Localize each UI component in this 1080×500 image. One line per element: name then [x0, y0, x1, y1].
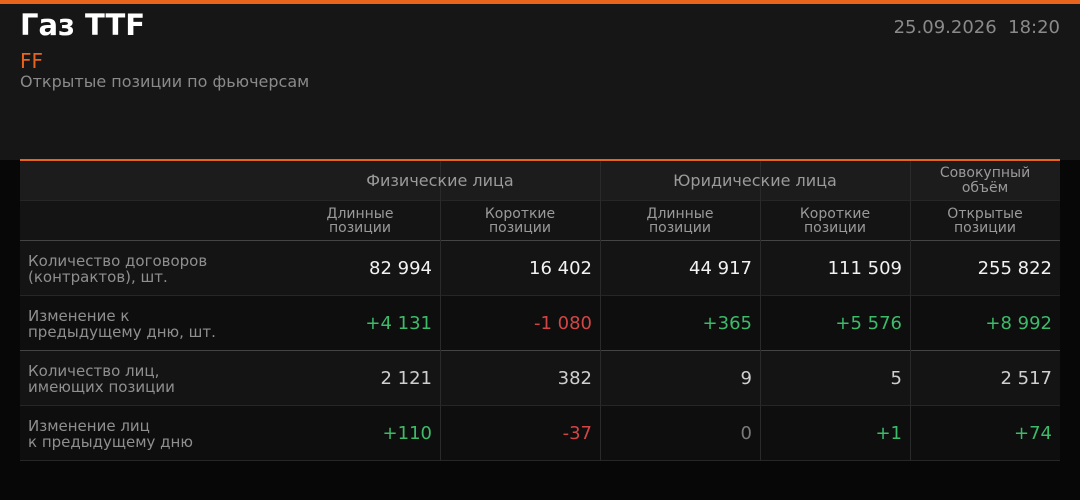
row-background [20, 201, 1060, 241]
table-cell: +74 [1014, 423, 1052, 444]
row-label-line: (контрактов), шт. [28, 267, 168, 286]
row-label-line: Количество договоров [28, 251, 208, 270]
table-cell: -37 [562, 423, 592, 444]
column-header-line: позиции [649, 220, 711, 236]
table-cell: 44 917 [689, 258, 752, 279]
column-header-line: позиции [954, 220, 1016, 236]
row-label-line: Изменение к [28, 306, 130, 325]
title: Газ TTF [20, 8, 146, 42]
table-cell: 2 517 [1000, 368, 1052, 389]
row-label: Количество лиц, имеющих позиции [20, 351, 280, 406]
column-header-line: Открытые [947, 206, 1023, 222]
row-label: Изменение лиц к предыдущему дню [20, 406, 280, 461]
table-cell: 16 402 [529, 258, 592, 279]
table-cell: +365 [702, 313, 752, 334]
column-header: Длинные позиции [280, 201, 440, 241]
table-cell: 82 994 [369, 258, 432, 279]
column-divider [910, 161, 911, 461]
row-label-line: Изменение лиц [28, 416, 150, 435]
row-label: Изменение к предыдущему дню, шт. [20, 296, 280, 351]
table-cell: 2 121 [380, 368, 432, 389]
group-header-line: Физические лица [366, 171, 514, 190]
row-background [20, 406, 1060, 461]
group-header: Юридические лица [600, 161, 910, 201]
table-cell: +1 [875, 423, 902, 444]
table-cell: -1 080 [533, 313, 592, 334]
table-cell: 111 509 [827, 258, 902, 279]
table-cell: 382 [557, 368, 592, 389]
row-background [20, 161, 1060, 201]
table-cell: +8 992 [985, 313, 1052, 334]
datetime: 25.09.2026 18:20 [893, 17, 1060, 38]
table-cell: +4 131 [365, 313, 432, 334]
group-header: Физические лица [280, 161, 600, 201]
column-header-line: Короткие [799, 206, 871, 222]
group-header-line: объём [961, 180, 1009, 196]
column-header: Короткие позиции [760, 201, 910, 241]
row-background [20, 241, 1060, 296]
column-divider [600, 161, 601, 461]
column-header-line: позиции [804, 220, 866, 236]
column-header-line: Длинные [646, 206, 714, 222]
group-header-line: Совокупный [939, 165, 1031, 181]
column-header-line: Длинные [326, 206, 394, 222]
row-label-line: предыдущему дню, шт. [28, 322, 216, 341]
column-header-line: позиции [489, 220, 551, 236]
ticker-code: FF [20, 49, 44, 73]
row-label-line: Количество лиц, [28, 361, 160, 380]
group-header-line: Юридические лица [673, 171, 837, 190]
row-label-line: имеющих позиции [28, 377, 175, 396]
row-label-line: к предыдущему дню [28, 432, 193, 451]
table-cell: +5 576 [835, 313, 902, 334]
subtitle: Открытые позиции по фьючерсам [20, 72, 310, 91]
table-cell: 9 [740, 368, 752, 389]
row-background [20, 351, 1060, 406]
positions-table: Физические лица Юридические лица Совокупны… [20, 159, 1060, 461]
row-background [20, 296, 1060, 351]
column-divider [440, 161, 441, 461]
table-cell: 255 822 [977, 258, 1052, 279]
column-header-line: Короткие [484, 206, 556, 222]
table-cell: +110 [382, 423, 432, 444]
column-header: Открытые позиции [910, 201, 1060, 241]
header-panel [0, 0, 1080, 160]
table-cell: 0 [740, 423, 752, 444]
row-label: Количество договоров (контрактов), шт. [20, 241, 280, 296]
column-header: Короткие позиции [440, 201, 600, 241]
group-header: Совокупный объём [910, 161, 1060, 201]
table-cell: 5 [890, 368, 902, 389]
column-header: Длинные позиции [600, 201, 760, 241]
column-divider [760, 161, 761, 461]
column-header-line: позиции [329, 220, 391, 236]
